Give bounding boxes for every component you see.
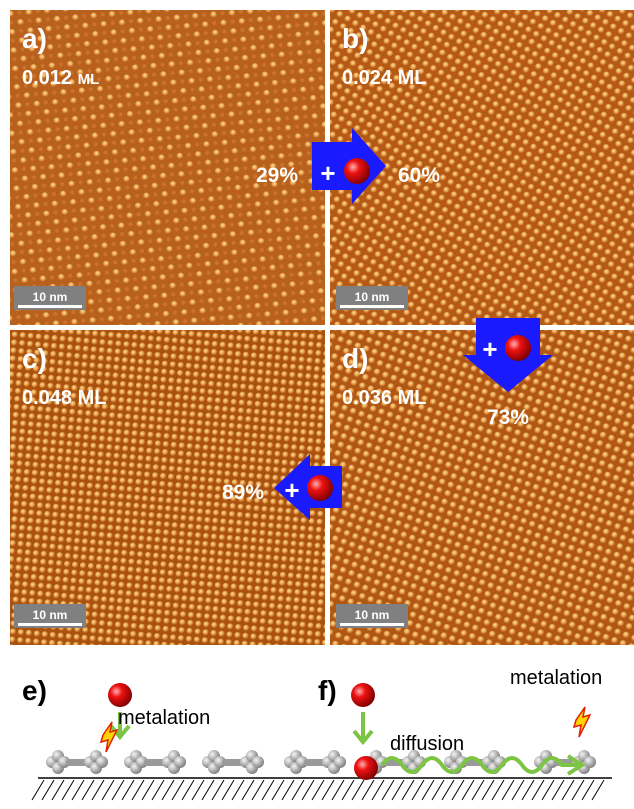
percent: 89% — [222, 481, 264, 504]
coverage: 0.048 ML — [22, 387, 106, 409]
stm-image — [330, 330, 634, 645]
scale-bar-label: 10 nm — [355, 290, 390, 304]
coverage: 0.036 ML — [342, 387, 426, 409]
plus-sign: + — [482, 334, 497, 364]
substrate — [32, 778, 612, 800]
molecule — [46, 750, 108, 774]
scale-bar-label: 10 nm — [33, 290, 68, 304]
diffusion-label: diffusion — [390, 733, 464, 755]
scale-bar: 10 nm — [14, 286, 86, 310]
percent: 60% — [398, 164, 440, 187]
figure: a) 0.012 ML b) 0.024 ML c) 0.048 ML d) 0… — [0, 0, 634, 809]
green-arrow — [354, 712, 372, 742]
process-label: metalation — [118, 707, 210, 729]
lightning — [101, 722, 117, 752]
panel-label: e) — [22, 675, 47, 706]
molecule-chain — [46, 750, 596, 774]
scale-bar-line — [340, 305, 404, 308]
metal-atom — [354, 756, 378, 780]
metal-atom — [108, 683, 132, 707]
panel-label: a) — [22, 23, 47, 54]
hatching — [32, 780, 604, 800]
process-label: metalation — [510, 667, 602, 689]
scale-bar-label: 10 nm — [33, 608, 68, 622]
scale-bar: 10 nm — [336, 604, 408, 628]
coverage: 0.012 ML — [22, 67, 99, 89]
metal-atom — [505, 335, 531, 361]
scale-bar-line — [18, 305, 82, 308]
plus-sign: + — [320, 158, 335, 188]
scale-bar-line — [340, 623, 404, 626]
coverage: 0.024 ML — [342, 67, 426, 89]
scale-bar-line — [18, 623, 82, 626]
scale-bar-label: 10 nm — [355, 608, 390, 622]
molecule — [202, 750, 264, 774]
metal-atom — [344, 158, 370, 184]
metal-atom — [307, 475, 333, 501]
percent: 73% — [487, 406, 529, 429]
panel-label: f) — [318, 675, 337, 706]
scale-bar: 10 nm — [336, 286, 408, 310]
coverage-value: 0.012 — [22, 67, 72, 89]
panel-label: b) — [342, 23, 368, 54]
plus-sign: + — [284, 475, 299, 505]
panel-label: c) — [22, 343, 47, 374]
scale-bar: 10 nm — [14, 604, 86, 628]
lightning — [574, 707, 590, 737]
percent: 29% — [256, 164, 298, 187]
metal-atom — [351, 683, 375, 707]
molecule — [284, 750, 346, 774]
molecule — [124, 750, 186, 774]
coverage-unit: ML — [78, 71, 100, 88]
panel-label: d) — [342, 343, 368, 374]
